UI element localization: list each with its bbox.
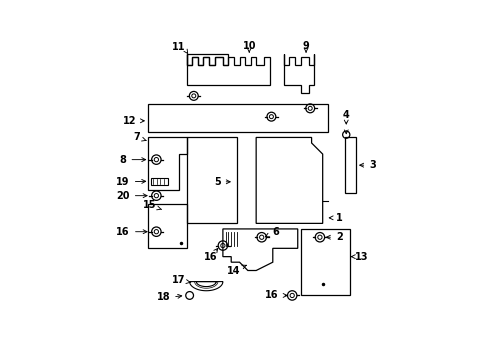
Text: 12: 12 <box>123 116 144 126</box>
Text: 10: 10 <box>242 41 255 51</box>
Text: 14: 14 <box>227 265 246 275</box>
Text: 9: 9 <box>302 41 309 51</box>
Text: 13: 13 <box>351 252 367 262</box>
Text: 19: 19 <box>116 177 145 187</box>
Text: 20: 20 <box>116 191 147 201</box>
Text: 16: 16 <box>116 227 130 237</box>
Polygon shape <box>189 282 223 291</box>
Text: 8: 8 <box>120 155 145 165</box>
Text: 17: 17 <box>171 275 190 285</box>
Text: 6: 6 <box>265 227 278 237</box>
Text: 7: 7 <box>133 132 146 143</box>
Text: 16: 16 <box>203 252 217 262</box>
Text: 15: 15 <box>142 201 162 210</box>
Text: 5: 5 <box>214 177 230 187</box>
Text: 2: 2 <box>326 232 342 242</box>
Text: 3: 3 <box>359 160 375 170</box>
Text: 1: 1 <box>328 213 342 223</box>
Text: 11: 11 <box>171 42 185 52</box>
Text: 18: 18 <box>156 292 170 302</box>
Text: 4: 4 <box>342 110 349 120</box>
Text: 16: 16 <box>264 291 278 301</box>
